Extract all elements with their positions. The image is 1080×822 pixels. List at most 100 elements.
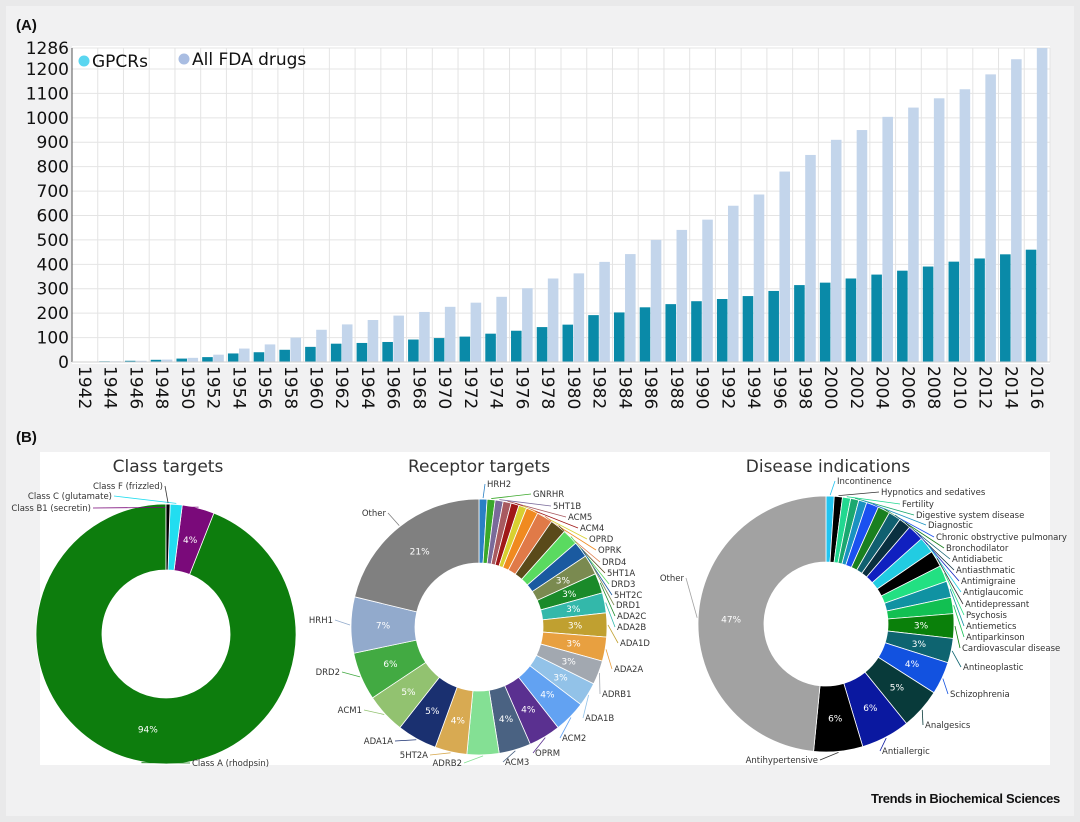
fda-bar-2000 (830, 139, 842, 362)
x-tick-label: 2010 (949, 366, 969, 409)
leader-line (605, 602, 616, 628)
gpcr-bar-1992 (716, 299, 728, 362)
fda-bar-2010 (959, 89, 971, 362)
slice-label-class-a-rhodpsin: Class A (rhodpsin) (192, 759, 269, 769)
leader-line (581, 548, 613, 596)
gpcr-bar-1994 (742, 296, 754, 362)
x-tick-label: 1998 (795, 366, 815, 409)
slice-label-acm1: ACM1 (338, 706, 362, 716)
slice-percent-drd2: 6% (383, 660, 398, 670)
fda-bar-2006 (908, 107, 919, 362)
slice-label-drd2: DRD2 (316, 668, 340, 678)
gpcr-bar-2008 (922, 266, 934, 362)
fda-bar-1994 (753, 194, 765, 362)
slice-label-acm4: ACM4 (580, 524, 604, 534)
leader-line (607, 624, 619, 644)
leader-line (334, 619, 351, 626)
slice-label-antiparkinson: Antiparkinson (966, 633, 1025, 643)
gpcr-bar-1998 (794, 285, 805, 362)
slice-label-drd4: DRD4 (602, 558, 626, 568)
y-tick-label: 400 (37, 255, 69, 275)
slice-label-5ht1b: 5HT1B (553, 502, 581, 512)
slice-percent-other: 47% (721, 615, 741, 625)
slice-percent-acm1: 5% (401, 688, 416, 698)
gpcr-bar-2014 (1000, 254, 1011, 362)
slice-label-oprm: OPRM (535, 749, 560, 759)
gpcr-bar-1980 (562, 324, 574, 362)
bar-chart: 0 100 200 300 400 500 600 700 800 900 1000 1100 1200… (26, 39, 1051, 409)
class-targets-donut: Class targets 94% Class A (rhodpsin) 4% Clas… (11, 457, 297, 769)
fda-bar-1956 (264, 344, 276, 362)
x-tick-label: 1950 (177, 366, 197, 409)
slice-label-ada2c: ADA2C (617, 612, 646, 622)
slice-label-hypnotics-and-sedatives: Hypnotics and sedatives (881, 488, 986, 498)
y-tick-label: 200 (37, 304, 69, 324)
x-tick-label: 1996 (769, 366, 789, 409)
leader-line (582, 694, 590, 719)
leader-line (954, 625, 961, 649)
fda-bar-1950 (187, 357, 199, 362)
slice-label-antidiabetic: Antidiabetic (952, 555, 1003, 565)
fda-bar-1974 (496, 296, 507, 362)
slice-label-acm3: ACM3 (505, 758, 529, 768)
slice-label-other: Other (660, 574, 685, 584)
x-tick-label: 1948 (151, 366, 171, 409)
slice-label-oprd: OPRD (589, 535, 614, 545)
leader-line (942, 678, 949, 695)
leader-line (599, 582, 616, 617)
legend-marker-gpcr (78, 55, 90, 67)
gpcr-bar-2002 (845, 278, 857, 362)
leader-line (502, 750, 516, 763)
fda-bar-1988 (676, 229, 688, 362)
slice-label-cardiovascular-disease: Cardiovascular disease (962, 644, 1060, 654)
x-tick-label: 1962 (331, 366, 351, 409)
slice-label-antiallergic: Antiallergic (882, 747, 930, 757)
panel-a-label: (A) (16, 17, 37, 34)
leader-line (387, 512, 400, 526)
x-tick-label: 1946 (125, 366, 145, 409)
slice-percent-cardiovascular-disease: 3% (914, 622, 929, 632)
gpcr-bar-1972 (459, 336, 471, 362)
leader-line (499, 499, 552, 507)
x-tick-label: 1956 (254, 366, 274, 409)
leader-line (951, 650, 962, 668)
slice-label-5ht1a: 5HT1A (607, 569, 635, 579)
gpcr-bar-2006 (897, 270, 908, 362)
leader-line (591, 564, 615, 606)
fda-bar-1954 (238, 348, 250, 362)
y-tick-label: 700 (37, 182, 69, 202)
slice-label-antineoplastic: Antineoplastic (963, 663, 1024, 673)
slice-label-adrb1: ADRB1 (602, 690, 632, 700)
x-tick-label: 2016 (1026, 366, 1046, 409)
gpcr-bar-1974 (485, 333, 496, 362)
gpcr-bar-1964 (356, 342, 368, 362)
gpcr-bar-1970 (433, 338, 445, 362)
x-tick-label: 1968 (408, 366, 428, 409)
slice-label-ada1a: ADA1A (364, 737, 393, 747)
leader-line (879, 737, 887, 752)
slice-percent-acm2: 4% (540, 690, 555, 700)
gpcr-bar-1966 (382, 341, 393, 362)
slice-label-antiglaucomic: Antiglaucomic (963, 588, 1024, 598)
x-tick-label: 1972 (460, 366, 480, 409)
leader-line (113, 495, 177, 504)
fda-bar-1946 (136, 360, 147, 362)
fda-bar-1968 (419, 311, 430, 362)
x-tick-label: 1986 (640, 366, 660, 409)
slice-label-psychosis: Psychosis (966, 611, 1007, 621)
gpcr-bar-1978 (536, 327, 548, 362)
donut-title: Disease indications (746, 457, 911, 477)
slice-percent-antiallergic: 6% (863, 704, 878, 714)
y-tick-label: 0 (58, 353, 69, 373)
x-tick-label: 1952 (203, 366, 223, 409)
fda-bar-1948 (161, 359, 173, 362)
leader-line (559, 717, 572, 739)
x-tick-label: 1980 (563, 366, 583, 409)
gpcr-bar-1956 (253, 352, 265, 362)
gpcr-bar-1982 (588, 315, 599, 362)
fda-bar-1990 (702, 219, 713, 362)
x-tick-label: 1958 (280, 366, 300, 409)
leader-line (838, 491, 880, 497)
